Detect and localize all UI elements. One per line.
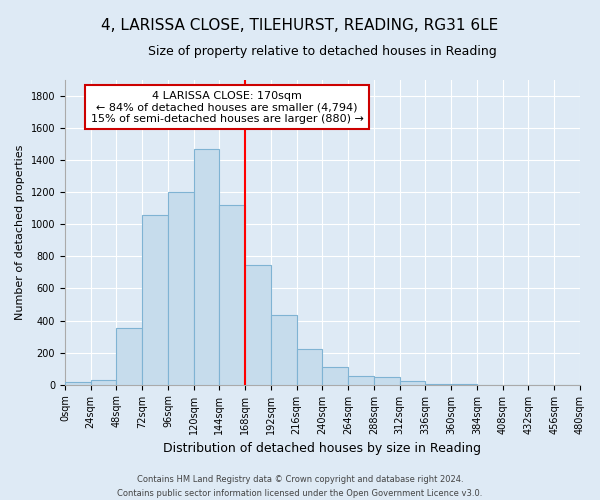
Bar: [142, 214, 168, 384]
X-axis label: Distribution of detached houses by size in Reading: Distribution of detached houses by size …: [163, 442, 481, 455]
Bar: [296, 348, 322, 384]
Bar: [220, 205, 245, 384]
Bar: [65, 382, 91, 384]
Text: 4 LARISSA CLOSE: 170sqm
← 84% of detached houses are smaller (4,794)
15% of semi: 4 LARISSA CLOSE: 170sqm ← 84% of detache…: [91, 90, 364, 124]
Text: 4, LARISSA CLOSE, TILEHURST, READING, RG31 6LE: 4, LARISSA CLOSE, TILEHURST, READING, RG…: [101, 18, 499, 32]
Text: Contains HM Land Registry data © Crown copyright and database right 2024.
Contai: Contains HM Land Registry data © Crown c…: [118, 476, 482, 498]
Y-axis label: Number of detached properties: Number of detached properties: [15, 144, 25, 320]
Bar: [322, 367, 348, 384]
Bar: [400, 382, 425, 384]
Bar: [91, 380, 116, 384]
Bar: [271, 315, 296, 384]
Bar: [245, 265, 271, 384]
Bar: [348, 376, 374, 384]
Bar: [116, 328, 142, 384]
Bar: [194, 149, 220, 384]
Title: Size of property relative to detached houses in Reading: Size of property relative to detached ho…: [148, 45, 497, 58]
Bar: [374, 376, 400, 384]
Bar: [168, 192, 194, 384]
